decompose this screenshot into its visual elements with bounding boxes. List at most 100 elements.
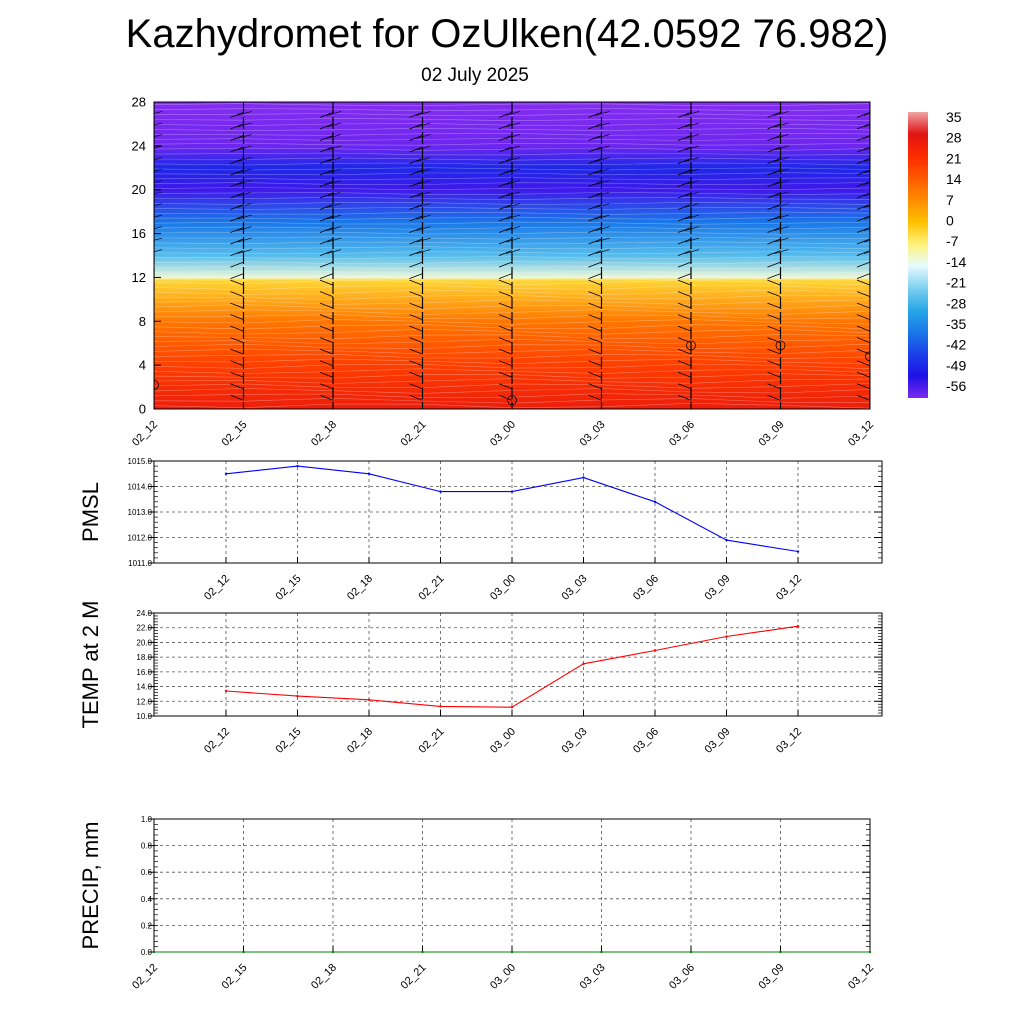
- wind-barb: [326, 122, 342, 128]
- wind-barb: [767, 181, 781, 187]
- wind-barb: [154, 145, 163, 149]
- wind-barb: [767, 273, 781, 279]
- wind-barb: [505, 249, 521, 254]
- wind-barb: [595, 214, 610, 220]
- contour-line-17: [154, 319, 870, 325]
- x-tick-label: 02_15: [274, 726, 304, 756]
- contour-y-tick-label: 16: [132, 226, 146, 241]
- data-point: [796, 550, 800, 553]
- wind-barb: [409, 250, 423, 256]
- data-point: [582, 476, 585, 479]
- x-tick-label: 03_09: [757, 962, 787, 992]
- contour-y-tick-label: 8: [139, 314, 146, 329]
- wind-barb: [767, 291, 781, 297]
- wind-barb: [863, 170, 870, 174]
- wind-barb: [409, 135, 423, 141]
- x-tick-label: 03_12: [846, 962, 876, 992]
- wind-barb: [237, 214, 252, 220]
- contour-x-tick-label: 03_12: [846, 419, 876, 449]
- page-title: Kazhydromet for OzUlken(42.0592 76.982): [125, 12, 889, 56]
- wind-barb: [409, 383, 423, 390]
- wind-barb: [230, 146, 244, 153]
- wind-barb: [774, 122, 789, 128]
- wind-barb: [856, 302, 870, 309]
- wind-barb: [774, 111, 789, 116]
- wind-barb: [498, 215, 513, 222]
- wind-barb: [595, 180, 610, 185]
- wind-barb: [774, 237, 789, 243]
- wind-barb: [154, 191, 163, 195]
- x-tick-label: 03_06: [631, 726, 661, 756]
- wind-barb: [863, 159, 870, 162]
- x-tick-label: 03_12: [774, 726, 804, 756]
- wind-barb: [684, 191, 700, 197]
- wind-barb: [774, 134, 789, 139]
- contour-line-41: [154, 201, 870, 205]
- wind-barb: [677, 348, 692, 355]
- y-tick-label: 0.2: [141, 921, 153, 930]
- wind-barb: [856, 250, 870, 256]
- x-tick-label: 03_06: [667, 962, 697, 992]
- temp-2m-panel: 10.0 12.0 14.0 16.0 18.0 20.0 22.0 24.0 02_12 02_…: [78, 601, 883, 756]
- data-point: [689, 950, 693, 954]
- contour-line-59: [154, 113, 870, 116]
- wind-barb: [409, 181, 423, 187]
- wind-barb: [230, 227, 244, 233]
- data-point: [439, 490, 442, 493]
- wind-barb: [237, 191, 252, 197]
- data-point: [152, 950, 156, 954]
- wind-barb: [588, 360, 602, 367]
- wind-barb: [767, 337, 781, 344]
- wind-barb: [856, 314, 870, 321]
- wind-barb: [588, 112, 602, 118]
- y-tick-label: 0.4: [141, 895, 153, 904]
- wind-barb: [230, 112, 244, 118]
- wind-barb: [154, 123, 155, 125]
- wind-barb: [326, 226, 342, 231]
- wind-barb: [319, 273, 334, 279]
- wind-barb: [409, 337, 423, 344]
- data-point: [510, 705, 514, 709]
- wind-barb: [154, 180, 163, 184]
- y-tick-label: 18.0: [136, 653, 152, 662]
- wind-barb: [595, 191, 610, 197]
- colorbar-label: -7: [946, 233, 959, 249]
- wind-barb: [856, 394, 870, 401]
- wind-barb: [767, 204, 781, 210]
- wind-barb: [326, 214, 342, 220]
- x-tick-label: 02_12: [202, 573, 232, 603]
- contour-line-7: [154, 368, 870, 374]
- data-point: [725, 538, 728, 542]
- colorbar-label: 7: [946, 192, 954, 208]
- wind-barb: [409, 227, 423, 233]
- data-point: [868, 950, 872, 954]
- x-tick-label: 03_00: [488, 962, 518, 992]
- data-point: [224, 472, 228, 475]
- wind-barb: [237, 249, 252, 254]
- wind-barb: [498, 394, 513, 401]
- wind-barb: [154, 399, 155, 401]
- wind-barb: [154, 307, 155, 309]
- contour-line-13: [154, 338, 870, 345]
- wind-barb: [230, 261, 244, 268]
- wind-barb: [409, 279, 423, 286]
- contour-y-tick-label: 4: [139, 358, 146, 373]
- y-tick-label: 1011.0: [128, 559, 152, 568]
- wind-barb: [416, 168, 431, 174]
- wind-barb: [230, 371, 244, 378]
- wind-barb: [505, 180, 521, 185]
- x-tick-label: 02_12: [130, 962, 160, 992]
- wind-barb: [767, 279, 781, 286]
- x-tick-label: 03_03: [560, 573, 590, 603]
- wind-barb: [154, 250, 155, 251]
- wind-barb: [863, 124, 870, 128]
- y-tick-label: 1013.0: [128, 508, 153, 517]
- colorbar-label: 28: [946, 130, 962, 146]
- wind-barb: [856, 371, 870, 378]
- wind-barb: [154, 262, 155, 263]
- wind-barb: [856, 273, 870, 279]
- wind-barb: [326, 237, 342, 243]
- wind-barb: [319, 394, 334, 401]
- contour-line-50: [154, 157, 870, 161]
- colorbar-label: -35: [946, 316, 966, 332]
